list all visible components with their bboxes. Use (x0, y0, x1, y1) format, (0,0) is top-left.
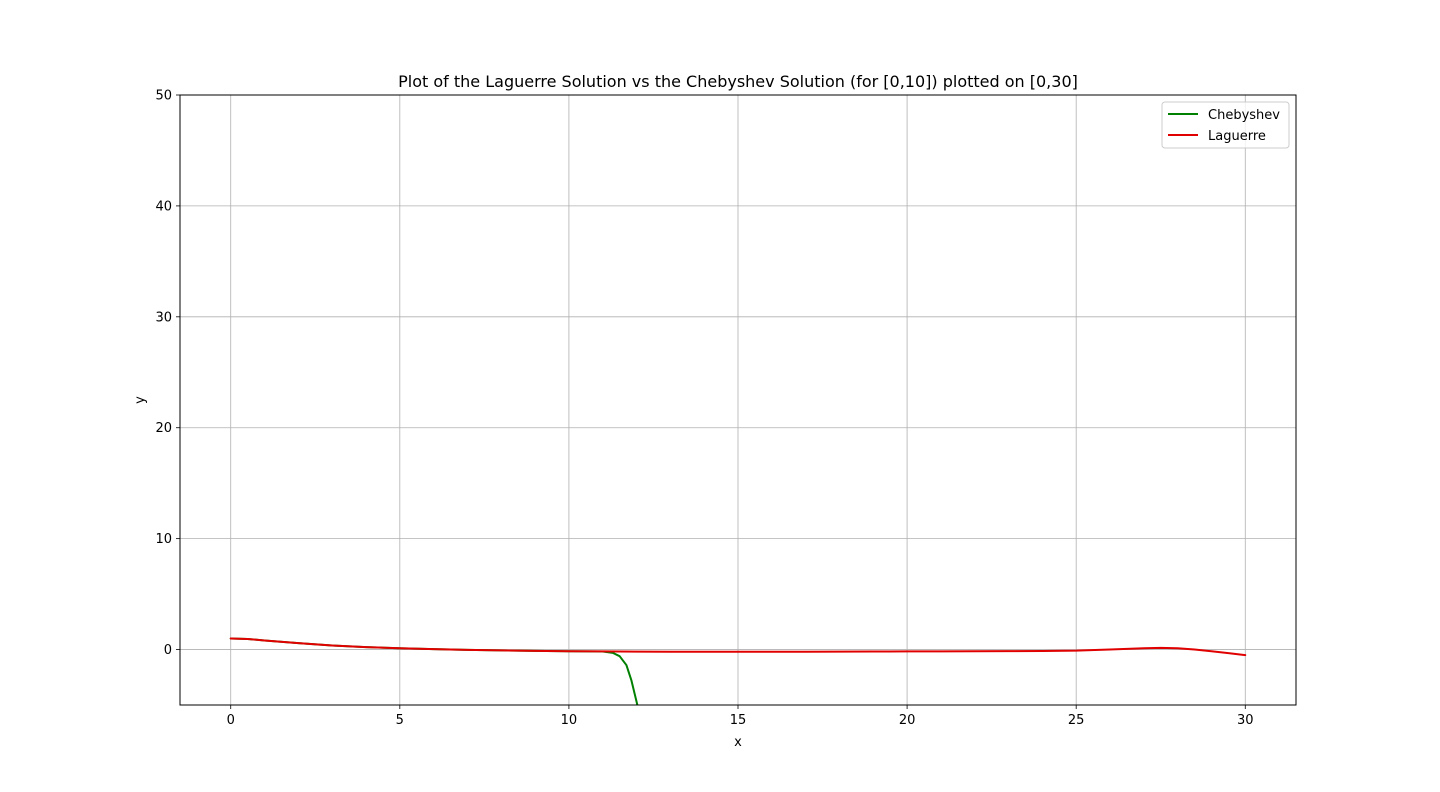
x-tick-label: 10 (561, 713, 578, 728)
x-tick-label: 5 (396, 713, 404, 728)
ticks: 0 5 10 15 20 25 30 0 10 20 30 40 50 (155, 89, 1253, 729)
y-axis-label: y (133, 396, 148, 404)
x-tick-label: 0 (227, 713, 235, 728)
y-tick-label: 30 (155, 310, 172, 325)
y-tick-label: 0 (164, 643, 172, 658)
y-tick-label: 20 (155, 421, 172, 436)
legend-laguerre-label: Laguerre (1208, 129, 1266, 144)
y-tick-label: 50 (155, 89, 172, 104)
x-tick-label: 30 (1237, 713, 1254, 728)
legend-chebyshev-label: Chebyshev (1208, 108, 1280, 123)
y-tick-label: 40 (155, 199, 172, 214)
x-axis-label: x (734, 735, 742, 750)
x-tick-label: 20 (899, 713, 916, 728)
y-tick-label: 10 (155, 532, 172, 547)
grid (180, 94, 1296, 705)
x-tick-label: 25 (1068, 713, 1085, 728)
x-tick-label: 15 (730, 713, 747, 728)
chart-title: Plot of the Laguerre Solution vs the Che… (398, 72, 1078, 91)
legend: Chebyshev Laguerre (1161, 101, 1290, 149)
series-line-laguerre (229, 637, 1247, 657)
series-layer (229, 637, 1247, 705)
